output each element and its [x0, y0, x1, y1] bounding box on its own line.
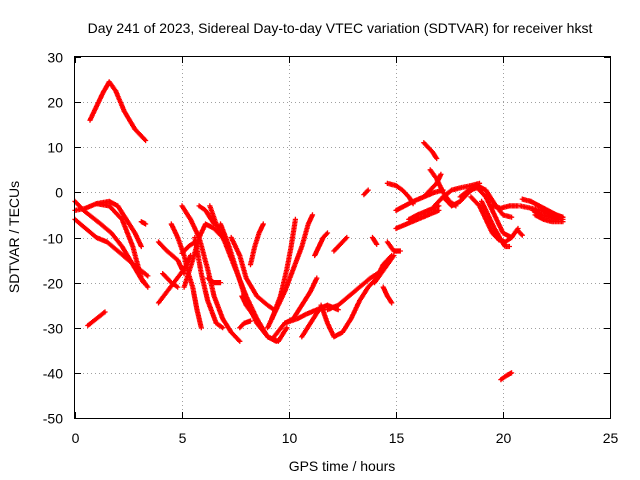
- series-arc-50: [489, 203, 521, 211]
- series-arc-06: [93, 198, 144, 250]
- y-tick-label: -30: [43, 321, 63, 337]
- data-point-markers: [457, 185, 515, 241]
- series-arc-33: [369, 234, 380, 247]
- axis-ticks: [75, 57, 611, 419]
- data-point-markers: [282, 275, 320, 326]
- data-point-markers: [312, 230, 331, 259]
- series-arc-23: [247, 221, 266, 268]
- x-tick-label: 20: [496, 430, 512, 446]
- data-marks: [72, 79, 566, 383]
- series-arc-49: [479, 198, 512, 250]
- data-point-markers: [532, 212, 566, 225]
- x-tick-label: 15: [389, 430, 405, 446]
- data-point-markers: [372, 252, 397, 286]
- data-point-markers: [498, 370, 515, 383]
- series-arc-34: [361, 187, 371, 198]
- data-point-markers: [205, 275, 224, 286]
- y-tick-label: 30: [47, 50, 63, 66]
- data-point-markers: [331, 234, 350, 254]
- series-arc-29: [312, 230, 331, 259]
- series-arc-57: [498, 370, 515, 383]
- data-point-markers: [361, 187, 371, 198]
- plot-frame: [74, 56, 611, 419]
- series-arc-27: [282, 275, 320, 326]
- series-arc-25: [269, 216, 298, 322]
- data-point-markers: [228, 234, 277, 313]
- x-tick-label: 25: [603, 430, 619, 446]
- data-point-markers: [179, 239, 198, 256]
- y-tick-label: -40: [43, 366, 63, 382]
- data-point-markers: [384, 239, 403, 254]
- series-arc-17: [205, 275, 224, 286]
- data-point-markers: [369, 234, 380, 247]
- series-arc-01: [87, 79, 149, 144]
- y-tick-label: -10: [43, 231, 63, 247]
- data-point-markers: [247, 221, 266, 268]
- x-tick-label: 5: [179, 430, 187, 446]
- data-point-markers: [380, 284, 395, 306]
- series-arc-05: [85, 309, 108, 329]
- data-point-markers: [393, 207, 442, 232]
- series-arc-36: [380, 284, 395, 306]
- series-arc-51: [515, 228, 525, 238]
- data-point-markers: [138, 219, 149, 227]
- y-tick-label: -20: [43, 276, 63, 292]
- data-point-markers: [515, 228, 525, 238]
- data-point-markers: [160, 271, 181, 290]
- data-point-markers: [269, 216, 298, 322]
- data-point-markers: [239, 293, 256, 317]
- series-arc-07: [138, 219, 149, 227]
- data-point-markers: [318, 252, 395, 340]
- x-tick-label: 10: [282, 430, 298, 446]
- series-arc-47: [457, 185, 515, 241]
- y-tick-label: 10: [47, 140, 63, 156]
- y-tick-label: 0: [55, 185, 63, 201]
- y-axis-label: SDTVAR / TECUs: [6, 181, 22, 293]
- series-arc-15: [192, 234, 226, 331]
- series-arc-22: [237, 318, 254, 331]
- series-arc-20: [228, 234, 277, 313]
- data-point-markers: [479, 198, 512, 250]
- series-arc-10: [160, 271, 181, 290]
- data-point-markers: [192, 234, 226, 331]
- series-arc-42: [421, 140, 440, 162]
- series-arc-31: [331, 234, 350, 254]
- series-arc-30: [318, 252, 395, 340]
- series-arc-12: [179, 239, 198, 256]
- data-point-markers: [324, 268, 384, 313]
- series-arc-21: [239, 293, 256, 317]
- data-point-markers: [93, 198, 144, 250]
- data-point-markers: [87, 79, 149, 144]
- data-point-markers: [528, 198, 566, 220]
- x-axis-label: GPS time / hours: [289, 458, 396, 474]
- data-point-markers: [489, 203, 521, 211]
- series-arc-35: [372, 252, 397, 286]
- y-tick-label: 20: [47, 95, 63, 111]
- series-arc-32: [324, 268, 384, 313]
- x-tick-labels: 0 5 10 15 20 25: [72, 430, 619, 446]
- chart-title: Day 241 of 2023, Sidereal Day-to-day VTE…: [88, 20, 593, 36]
- x-tick-label: 0: [72, 430, 80, 446]
- grid-lines: [75, 57, 610, 418]
- series-arc-40: [393, 207, 442, 232]
- data-point-markers: [421, 140, 440, 162]
- y-tick-labels: 30 20 10 0 -10 -20 -30 -40 -50: [43, 50, 63, 427]
- series-arc-56: [532, 212, 566, 225]
- data-point-markers: [85, 309, 108, 329]
- series-arc-54: [528, 198, 566, 220]
- y-tick-label: -50: [43, 411, 63, 427]
- data-point-markers: [237, 318, 254, 331]
- series-arc-37: [384, 239, 403, 254]
